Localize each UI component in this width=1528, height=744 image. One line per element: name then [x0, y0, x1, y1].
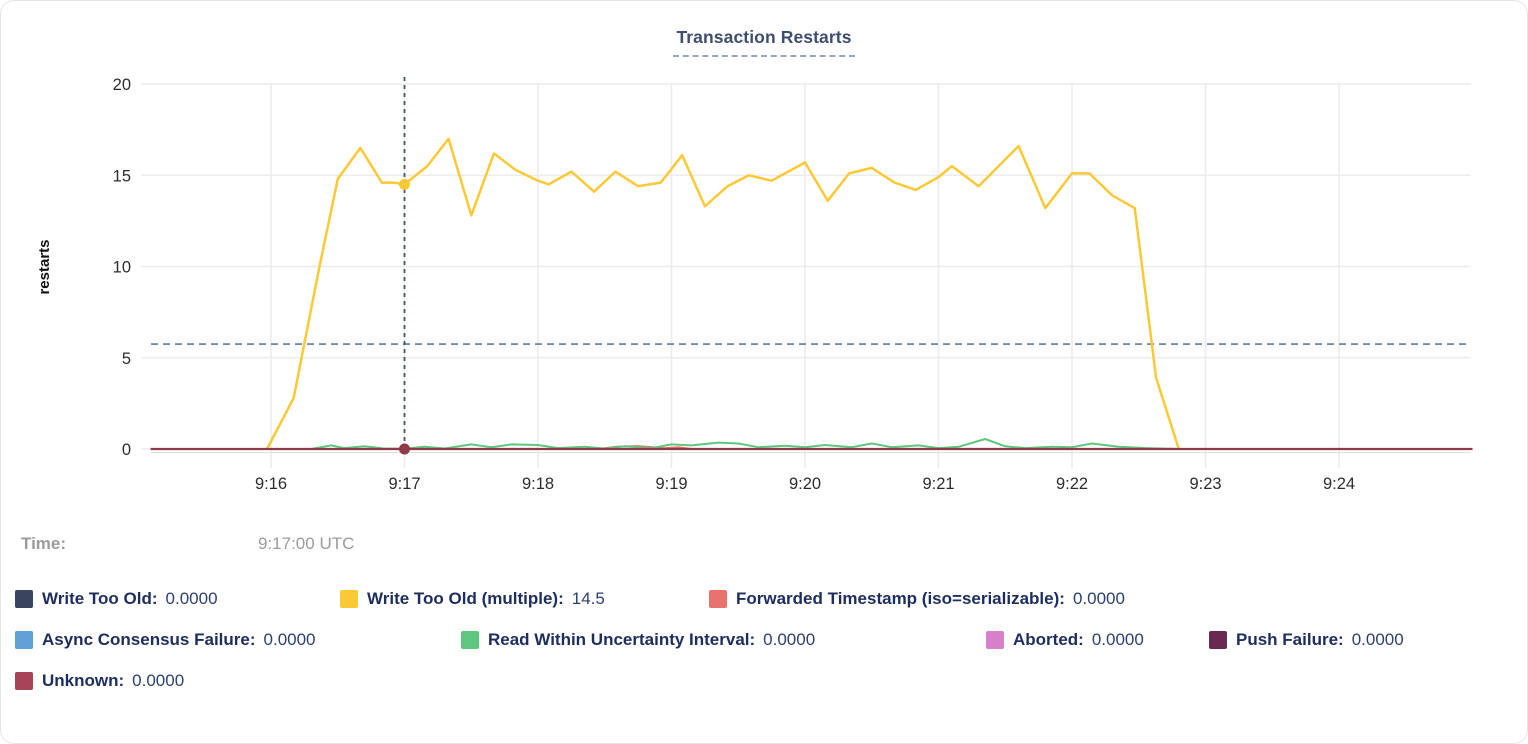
grid: 0 5 10 15 20 9:16 9:17 9:18 9:19 9:20 9:21 9:22 9:23… — [113, 76, 1471, 493]
legend-series-value: 0.0000 — [165, 589, 218, 608]
x-tick-label: 9:24 — [1323, 475, 1355, 493]
legend-item[interactable]: Read Within Uncertainty Interval: 0.0000 — [461, 630, 986, 650]
legend-swatch-icon — [340, 590, 358, 608]
legend-series-value: 0.0000 — [1072, 589, 1125, 608]
legend-row: Write Too Old: 0.0000 Write Too Old (multi… — [15, 589, 1517, 609]
legend-series-name: Aborted: — [1013, 630, 1084, 649]
tooltip-time-label: Time: — [21, 534, 67, 553]
chart-canvas[interactable]: 0 5 10 15 20 9:16 9:17 9:18 9:19 9:20 9:21 9:22 9:23… — [1, 1, 1528, 513]
legend-item[interactable]: Aborted: 0.0000 — [986, 630, 1209, 650]
legend-series-value: 0.0000 — [1351, 630, 1404, 649]
chart-title-text[interactable]: Transaction Restarts — [673, 27, 855, 57]
legend: Write Too Old: 0.0000 Write Too Old (multi… — [15, 589, 1517, 691]
legend-swatch-icon — [15, 672, 33, 690]
legend-row: Async Consensus Failure: 0.0000 Read Withi… — [15, 630, 1517, 650]
y-tick-label: 0 — [122, 441, 131, 459]
legend-row: Unknown: 0.0000 — [15, 671, 1517, 691]
chart-title: Transaction Restarts — [1, 27, 1527, 57]
legend-series-value: 0.0000 — [1091, 630, 1144, 649]
legend-swatch-icon — [461, 631, 479, 649]
x-tick-label: 9:19 — [655, 475, 687, 493]
y-tick-label: 10 — [113, 259, 131, 277]
legend-series-name: Forwarded Timestamp (iso=serializable): — [736, 589, 1065, 608]
legend-item[interactable]: Forwarded Timestamp (iso=serializable): 0… — [709, 589, 1125, 609]
crosshair-dot — [399, 178, 410, 190]
y-tick-label: 5 — [122, 350, 131, 368]
crosshair-dot — [399, 443, 410, 455]
y-axis-label: restarts — [36, 239, 53, 294]
legend-series-name: Write Too Old: — [42, 589, 158, 608]
legend-swatch-icon — [986, 631, 1004, 649]
x-tick-label: 9:21 — [922, 475, 954, 493]
y-tick-label: 15 — [113, 167, 131, 185]
legend-swatch-icon — [15, 631, 33, 649]
x-tick-label: 9:20 — [789, 475, 821, 493]
x-tick-label: 9:22 — [1056, 475, 1088, 493]
legend-item[interactable]: Unknown: 0.0000 — [15, 671, 184, 691]
legend-swatch-icon — [1209, 631, 1227, 649]
legend-item[interactable]: Push Failure: 0.0000 — [1209, 630, 1404, 650]
legend-item[interactable]: Async Consensus Failure: 0.0000 — [15, 630, 461, 650]
y-tick-label: 20 — [113, 76, 131, 94]
tooltip-time-value: 9:17:00 UTC — [258, 534, 355, 553]
legend-series-value: 0.0000 — [263, 630, 316, 649]
legend-swatch-icon — [15, 590, 33, 608]
series-lines — [150, 137, 1473, 451]
x-tick-label: 9:16 — [255, 475, 287, 493]
legend-series-name: Unknown: — [42, 671, 125, 690]
x-tick-label: 9:17 — [388, 475, 420, 493]
legend-item[interactable]: Write Too Old: 0.0000 — [15, 589, 340, 609]
series-line — [310, 438, 1179, 450]
legend-series-name: Async Consensus Failure: — [42, 630, 256, 649]
legend-series-value: 14.5 — [571, 589, 605, 608]
legend-item[interactable]: Write Too Old (multiple): 14.5 — [340, 589, 709, 609]
legend-series-name: Push Failure: — [1236, 630, 1344, 649]
x-tick-label: 9:23 — [1189, 475, 1221, 493]
legend-swatch-icon — [709, 590, 727, 608]
x-tick-label: 9:18 — [522, 475, 554, 493]
legend-series-value: 0.0000 — [763, 630, 816, 649]
legend-series-name: Write Too Old (multiple): — [367, 589, 564, 608]
legend-series-value: 0.0000 — [132, 671, 185, 690]
legend-series-name: Read Within Uncertainty Interval: — [488, 630, 756, 649]
